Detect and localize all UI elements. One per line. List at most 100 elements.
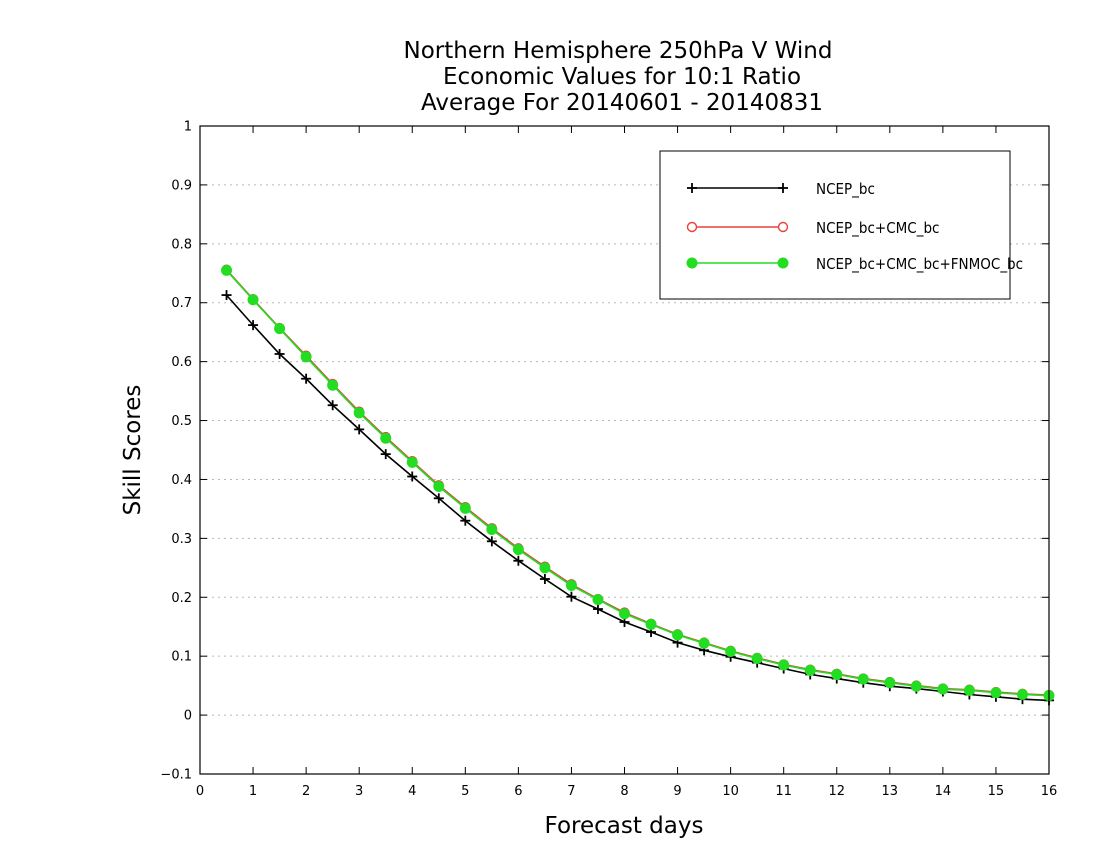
x-tick-label: 12: [828, 784, 845, 799]
x-tick-label: 3: [355, 784, 363, 799]
x-tick-label: 16: [1041, 784, 1058, 799]
data-point: [380, 449, 391, 460]
series-layer: [221, 264, 1055, 706]
y-tick-label: 0.7: [171, 296, 192, 311]
data-point: [619, 608, 630, 620]
x-tick-label: 2: [302, 784, 310, 799]
legend-item: NCEP_bc+CMC_bc+FNMOC_bc: [686, 255, 1023, 274]
data-point: [486, 524, 498, 536]
data-point: [274, 323, 286, 335]
data-point: [831, 668, 843, 680]
data-point: [406, 456, 418, 468]
y-tick-label: 0.5: [171, 414, 192, 429]
legend-item: NCEP_bc+CMC_bc: [686, 219, 939, 238]
x-tick-label: 9: [673, 784, 681, 799]
legend: NCEP_bc NCEP_bc+CMC_bc NCEP_bc+CMC_bc+FNMO…: [659, 150, 1023, 300]
data-point: [247, 294, 259, 306]
title-line-2: Economic Values for 10:1 Ratio: [443, 64, 801, 90]
data-point: [566, 591, 577, 602]
axes: −0.100.10.20.30.40.50.60.70.80.910 1 2 3 4 5 6…: [160, 120, 1057, 800]
data-point: [1016, 688, 1028, 700]
y-tick-label: 0.8: [171, 237, 192, 252]
y-tick-label: 0.1: [171, 650, 192, 665]
data-point: [248, 320, 259, 331]
x-tick-label: 11: [775, 784, 792, 799]
title-line-3: Average For 20140601 - 20140831: [421, 90, 823, 116]
data-point: [354, 424, 365, 435]
legend-marker: [686, 257, 698, 269]
chart-title: Northern Hemisphere 250hPa V Wind Econom…: [404, 38, 833, 116]
y-tick-label: 0.9: [171, 178, 192, 193]
data-point: [433, 493, 444, 504]
x-tick-label: 5: [461, 784, 469, 799]
x-tick-label: 0: [196, 784, 204, 799]
data-point: [459, 502, 471, 514]
data-point: [433, 481, 445, 493]
data-point: [672, 629, 684, 641]
x-tick-label: 13: [882, 784, 899, 799]
plot-frame: [199, 125, 1050, 775]
data-point: [592, 604, 603, 615]
x-tick-label: 7: [567, 784, 575, 799]
y-tick-label: 0.6: [171, 355, 192, 370]
data-point: [486, 536, 497, 547]
data-point: [698, 637, 710, 649]
data-point: [301, 373, 312, 384]
data-point: [512, 544, 524, 556]
data-point: [778, 659, 790, 671]
legend-marker: [687, 183, 697, 193]
data-point: [460, 515, 471, 526]
x-tick-label: 4: [408, 784, 416, 799]
legend-box: [659, 150, 1011, 300]
y-tick-label: 0.2: [171, 591, 192, 606]
series-line: [225, 269, 1050, 697]
data-point: [910, 680, 922, 692]
y-tick-label: 0.3: [171, 532, 192, 547]
data-point: [725, 645, 737, 657]
series-line: [225, 269, 1050, 696]
data-point: [221, 264, 233, 276]
legend-marker: [777, 221, 789, 233]
data-point: [937, 683, 949, 695]
legend-item: NCEP_bc: [687, 180, 875, 199]
y-axis-label: Skill Scores: [120, 385, 146, 516]
legend-marker: [778, 183, 788, 193]
data-point: [300, 351, 312, 363]
series-line: [225, 294, 1050, 702]
legend-label: NCEP_bc+CMC_bc: [816, 219, 939, 238]
data-point: [990, 687, 1002, 699]
data-point: [751, 653, 763, 665]
data-point: [353, 407, 365, 419]
data-point: [804, 664, 816, 676]
title-line-1: Northern Hemisphere 250hPa V Wind: [404, 38, 833, 64]
x-tick-label: 8: [620, 784, 628, 799]
x-tick-label: 10: [722, 784, 739, 799]
data-point: [407, 471, 418, 482]
y-tick-label: 0: [184, 709, 192, 724]
data-point: [539, 574, 550, 585]
data-point: [565, 579, 577, 591]
data-point: [592, 594, 604, 606]
data-point: [857, 673, 869, 685]
x-axis-label: Forecast days: [545, 813, 704, 839]
series-1: [221, 290, 1054, 706]
legend-label: NCEP_bc+CMC_bc+FNMOC_bc: [816, 255, 1023, 274]
y-tick-label: 0.4: [171, 473, 192, 488]
data-point: [539, 562, 551, 574]
data-point: [513, 555, 524, 566]
legend-marker: [686, 221, 698, 233]
x-tick-label: 15: [988, 784, 1005, 799]
data-point: [645, 618, 657, 630]
data-point: [327, 379, 339, 391]
data-point: [963, 684, 975, 696]
series-2: [221, 264, 1055, 701]
x-tick-label: 1: [249, 784, 257, 799]
x-tick-label: 6: [514, 784, 522, 799]
x-tick-label: 14: [935, 784, 952, 799]
y-tick-label: 1: [184, 120, 192, 135]
data-point: [221, 290, 232, 301]
legend-label: NCEP_bc: [816, 180, 875, 199]
data-point: [274, 348, 285, 359]
data-point: [884, 677, 896, 689]
